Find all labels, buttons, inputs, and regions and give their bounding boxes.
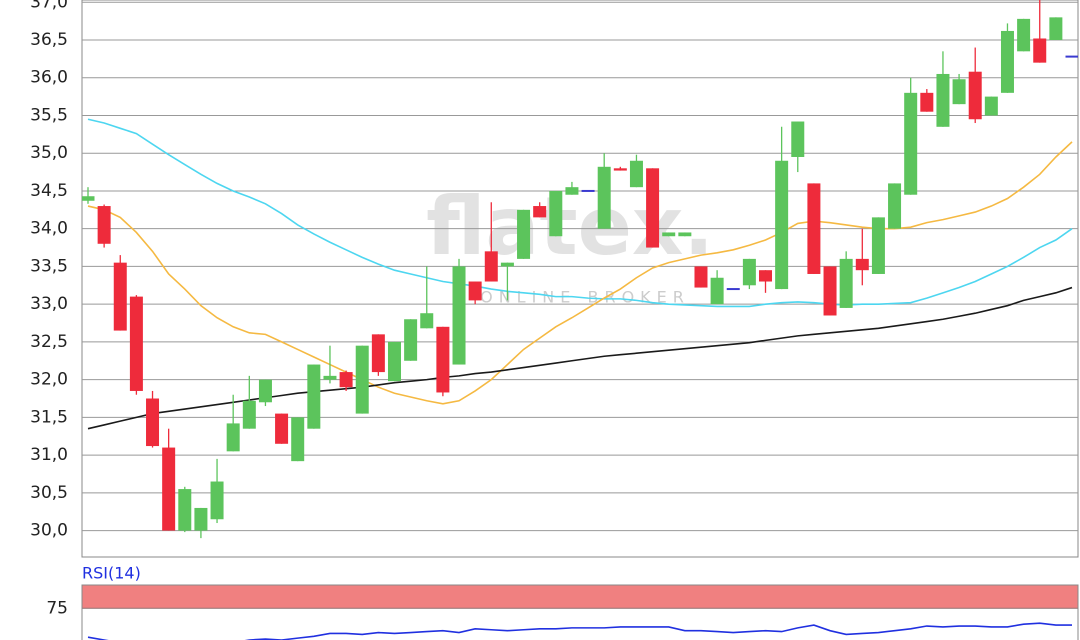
- rsi-frame: [81, 584, 1079, 640]
- y-tick-label: 35,0: [30, 143, 68, 163]
- candle-body: [629, 160, 643, 188]
- candle-body: [242, 400, 256, 429]
- candle-body: [355, 345, 369, 414]
- plot: [82, 0, 1078, 539]
- candle-body: [694, 266, 708, 288]
- candle-body: [839, 258, 853, 308]
- candle-body: [436, 326, 450, 393]
- y-tick-label: 31,0: [30, 445, 68, 465]
- candle-body: [1033, 38, 1047, 63]
- y-tick-label: 34,5: [30, 181, 68, 201]
- candle-body: [129, 296, 143, 391]
- candle-body: [678, 232, 692, 237]
- y-tick-label: 32,0: [30, 370, 68, 390]
- candle-body: [807, 183, 821, 274]
- candle-body: [275, 413, 289, 444]
- candle-body: [871, 217, 885, 274]
- plot-frame: [81, 0, 1079, 558]
- moving-average: [87, 286, 1073, 430]
- candle-body: [178, 489, 192, 531]
- candle-body: [613, 168, 627, 171]
- y-tick-label: 36,5: [30, 30, 68, 50]
- candle-body: [968, 71, 982, 120]
- y-tick-label: 30,0: [30, 521, 68, 541]
- rsi-line: [87, 622, 1072, 640]
- candle-body: [742, 258, 756, 286]
- candle-body: [888, 183, 902, 229]
- candle-body: [307, 364, 321, 429]
- candle-body: [1049, 17, 1063, 41]
- y-tick-label: 32,5: [30, 332, 68, 352]
- y-tick-label: 37,0: [30, 0, 68, 12]
- candle-body: [952, 79, 966, 105]
- rsi-band: [82, 585, 1078, 609]
- candle-body: [759, 270, 773, 282]
- y-tick-label: 33,5: [30, 256, 68, 276]
- candle-body: [387, 341, 401, 382]
- candle-body: [517, 209, 531, 259]
- candle-body: [1065, 55, 1078, 58]
- candle-body: [162, 447, 176, 531]
- candle-body: [1017, 18, 1031, 52]
- candle-body: [597, 166, 611, 229]
- y-tick-label: 30,5: [30, 483, 68, 503]
- candle-body: [549, 190, 563, 237]
- candle-body: [726, 288, 740, 291]
- candle-body: [371, 334, 385, 373]
- candle-body: [710, 277, 724, 305]
- candle-body: [146, 398, 160, 447]
- rsi-label: RSI(14): [82, 564, 141, 583]
- candle-body: [646, 168, 660, 248]
- candle-body: [452, 266, 466, 365]
- candle-body: [82, 196, 95, 201]
- candle-body: [936, 73, 950, 127]
- candle-body: [662, 232, 676, 237]
- candle-body: [533, 206, 547, 218]
- candle-body: [565, 187, 579, 195]
- candle-body: [194, 507, 208, 531]
- candle-body: [258, 379, 272, 403]
- candle-body: [904, 92, 918, 195]
- moving-average: [87, 118, 1073, 308]
- candle-body: [210, 481, 224, 520]
- candle-body: [404, 319, 418, 361]
- moving-average: [87, 141, 1073, 405]
- candle-body: [791, 121, 805, 157]
- candle-body: [468, 281, 482, 301]
- candle-body: [1000, 30, 1014, 93]
- y-tick-label: 34,0: [30, 219, 68, 239]
- rsi-tick-label: 75: [46, 598, 68, 618]
- y-tick-label: 35,5: [30, 105, 68, 125]
- watermark: flatex.: [426, 180, 714, 273]
- candle-body: [97, 206, 111, 244]
- y-tick-label: 31,5: [30, 407, 68, 427]
- candle-body: [920, 92, 934, 112]
- rsi-panel: [82, 585, 1078, 640]
- candle-body: [984, 96, 998, 116]
- y-tick-label: 33,0: [30, 294, 68, 314]
- candle-body: [339, 372, 353, 388]
- candle-body: [484, 251, 498, 282]
- candle-body: [823, 266, 837, 316]
- candle-body: [855, 258, 869, 271]
- candle-body: [226, 423, 240, 452]
- candle-body: [291, 417, 305, 462]
- y-tick-label: 36,0: [30, 68, 68, 88]
- candle-body: [581, 189, 595, 192]
- candle-body: [323, 375, 337, 380]
- candle-body: [500, 262, 514, 267]
- candle-body: [113, 262, 127, 331]
- candle-body: [420, 313, 434, 329]
- candle-body: [775, 160, 789, 290]
